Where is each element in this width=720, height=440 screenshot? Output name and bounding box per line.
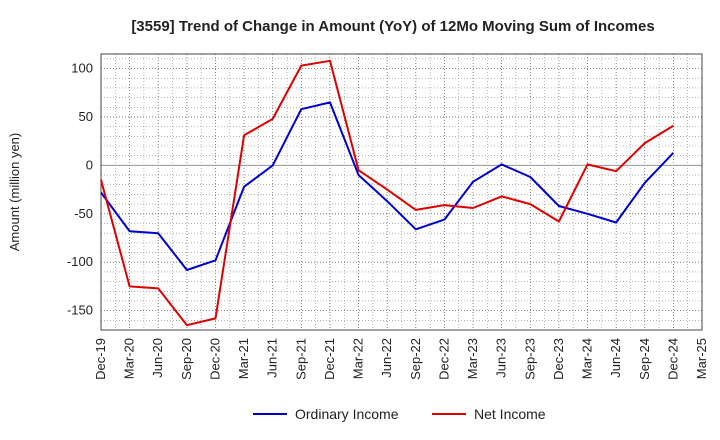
x-tick-label: Dec-23 <box>551 338 566 380</box>
x-tick-label: Mar-22 <box>351 338 366 379</box>
x-tick-label: Sep-20 <box>179 338 194 380</box>
plot-frame <box>100 53 703 331</box>
chart-title: [3559] Trend of Change in Amount (YoY) o… <box>131 18 654 35</box>
y-tick-label: 50 <box>79 109 93 124</box>
series-line-ordinary-income <box>100 101 675 271</box>
x-tick-label: Mar-25 <box>694 338 709 379</box>
x-tick-label: Dec-21 <box>322 338 337 380</box>
plot-area: 100 50 0 -50 -100 -150 Dec-19 Mar-20 Jun-20 Sep-2… <box>67 53 709 380</box>
x-tick-label: Sep-22 <box>408 338 423 380</box>
x-tick-label: Jun-21 <box>265 338 280 378</box>
y-tick-label: 100 <box>71 61 93 76</box>
y-tick-label: -150 <box>67 303 93 318</box>
x-tick-label: Mar-24 <box>580 338 595 379</box>
x-tick-label: Mar-21 <box>236 338 251 379</box>
x-tick-label: Dec-20 <box>207 338 222 380</box>
legend-label: Ordinary Income <box>295 406 399 422</box>
series-line-net-income <box>100 59 674 327</box>
x-tick-label: Dec-24 <box>665 338 680 380</box>
x-tick-label: Sep-21 <box>293 338 308 380</box>
x-tick-label: Jun-22 <box>379 338 394 378</box>
x-tick-label: Jun-23 <box>494 338 509 378</box>
y-tick-label: 0 <box>86 157 93 172</box>
y-tick-label: -50 <box>74 206 93 221</box>
x-tick-label: Dec-22 <box>436 338 451 380</box>
y-tick-label: -100 <box>67 254 93 269</box>
x-tick-label: Jun-24 <box>608 338 623 378</box>
legend-label: Net Income <box>474 406 546 422</box>
legend: Ordinary Income Net Income <box>253 406 546 422</box>
x-tick-label: Sep-24 <box>637 338 652 380</box>
x-tick-label: Dec-19 <box>93 338 108 380</box>
x-tick-label: Sep-23 <box>522 338 537 380</box>
x-tick-label: Mar-20 <box>122 338 137 379</box>
x-tick-label: Mar-23 <box>465 338 480 379</box>
y-axis-label: Amount (million yen) <box>7 133 22 252</box>
x-tick-label: Jun-20 <box>150 338 165 378</box>
